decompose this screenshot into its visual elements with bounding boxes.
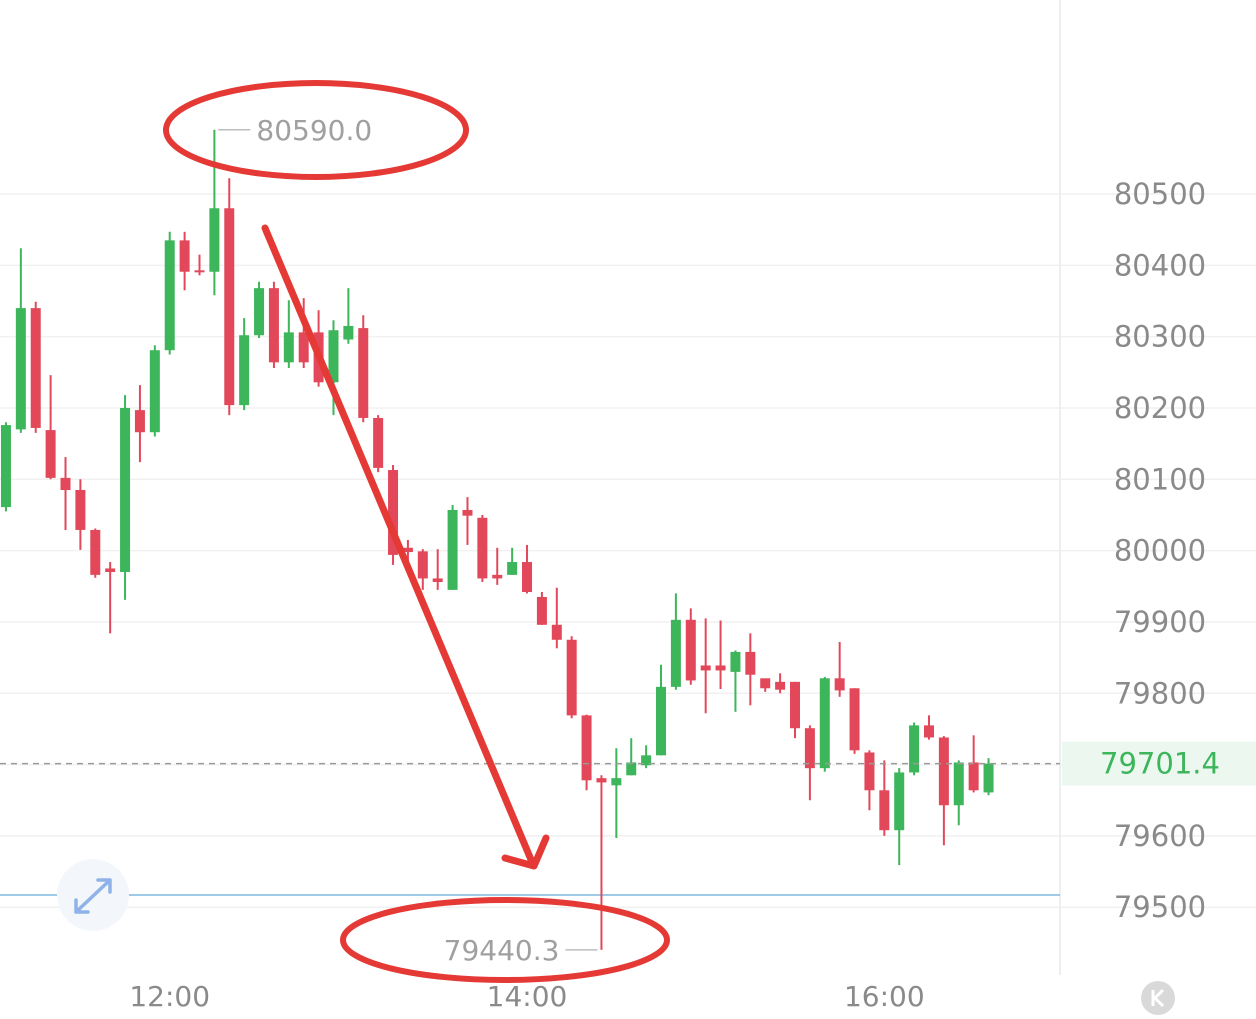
expand-icon <box>74 878 112 914</box>
k-icon <box>1151 988 1165 1008</box>
candle-body <box>254 288 265 336</box>
candle-body <box>536 596 547 625</box>
candle-body <box>164 240 175 351</box>
candles <box>0 129 994 950</box>
candle-body <box>30 308 41 428</box>
candle-body <box>983 763 994 793</box>
candle-body <box>149 350 160 433</box>
candle-body <box>90 529 101 575</box>
candle-body <box>611 778 622 786</box>
candle-body <box>864 752 875 791</box>
candle-body <box>894 772 905 831</box>
candle-body <box>685 619 696 681</box>
highlight-ellipse <box>163 80 469 180</box>
candle-body <box>75 489 86 530</box>
candle-body <box>581 715 592 781</box>
candle-body <box>417 551 428 579</box>
candle-body <box>775 681 786 690</box>
candle-body <box>790 681 800 729</box>
x-tick-label: 14:00 <box>487 980 568 1013</box>
candle-body <box>134 410 145 433</box>
candle-body <box>60 477 71 490</box>
candle-body <box>730 651 741 672</box>
candle-body <box>0 425 11 508</box>
last-price-tag <box>1062 741 1256 786</box>
candle-body <box>909 725 920 773</box>
candle-body <box>522 562 533 592</box>
grid <box>0 193 1256 908</box>
candle-body <box>432 578 443 583</box>
candle-body <box>328 330 339 383</box>
candle-body <box>194 270 205 273</box>
candle-body <box>923 725 934 738</box>
expand-button[interactable] <box>57 859 129 931</box>
candle-body <box>388 470 399 555</box>
y-tick-label: 79600 <box>1114 819 1206 853</box>
candle-body <box>268 288 279 363</box>
x-tick-label: 12:00 <box>129 980 210 1013</box>
candle-body <box>120 407 131 573</box>
candle-body <box>834 678 845 691</box>
candle-body <box>358 328 369 418</box>
y-tick-label: 79900 <box>1114 605 1206 639</box>
arrow-head <box>501 834 550 870</box>
candle-body <box>596 778 607 783</box>
candle-body <box>105 568 116 573</box>
y-tick-label: 80000 <box>1114 534 1206 568</box>
candle-body <box>656 686 667 756</box>
candle-body <box>477 517 488 579</box>
k-button-bg <box>1141 981 1175 1015</box>
candle-body <box>373 417 384 468</box>
y-tick-label: 80300 <box>1114 320 1206 354</box>
candle-body <box>879 790 890 831</box>
candle-body <box>209 208 220 272</box>
candle-body <box>566 639 577 716</box>
y-tick-label: 80500 <box>1114 177 1206 211</box>
candle-body <box>239 335 250 406</box>
candle-body <box>804 728 815 769</box>
x-tick-label: 16:00 <box>844 980 925 1013</box>
y-tick-label: 79800 <box>1114 676 1206 710</box>
candle-body <box>700 665 711 671</box>
candle-body <box>45 430 56 478</box>
candle-body <box>447 509 458 590</box>
last-price-label: 79701.4 <box>1100 747 1220 781</box>
labels: 7950079600797007980079900800008010080200… <box>0 114 1256 1013</box>
y-tick-label: 80200 <box>1114 391 1206 425</box>
max-label: 80590.0 <box>256 114 372 147</box>
candle-body <box>492 574 503 579</box>
candle-body <box>283 332 294 363</box>
candle-body <box>626 762 637 776</box>
candle-body <box>745 651 756 675</box>
candle-body <box>849 688 860 751</box>
candle-body <box>819 678 830 769</box>
highlight-ellipse <box>340 897 670 983</box>
candle-body <box>953 762 964 806</box>
candle-body <box>760 678 771 689</box>
arrow-shaft <box>261 224 536 866</box>
candle-body <box>179 240 190 272</box>
y-tick-label: 79500 <box>1114 890 1206 924</box>
y-tick-label: 80400 <box>1114 248 1206 282</box>
y-tick-label: 80100 <box>1114 462 1206 496</box>
candle-body <box>715 665 726 671</box>
candle-body <box>15 308 26 430</box>
candle-body <box>551 624 562 640</box>
candle-body <box>968 762 979 791</box>
candle-body <box>224 208 235 406</box>
min-label: 79440.3 <box>444 934 560 967</box>
candle-body <box>670 619 681 687</box>
candle-body <box>343 325 354 340</box>
k-button[interactable] <box>1141 981 1175 1015</box>
candle-body <box>462 509 473 516</box>
candle-body <box>938 737 949 806</box>
candle-body <box>641 755 652 766</box>
candle-body <box>402 547 413 553</box>
candle-body <box>507 562 518 575</box>
candle-body <box>298 332 309 363</box>
